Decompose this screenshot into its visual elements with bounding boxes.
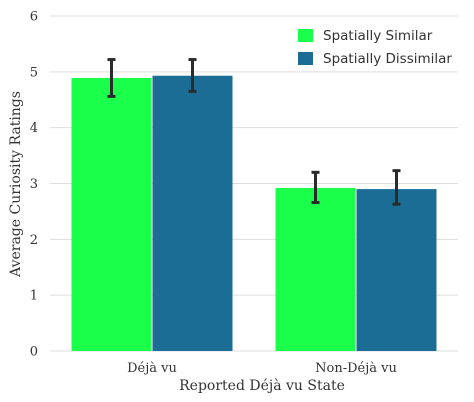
y-tick-label: 6 <box>30 10 38 25</box>
legend-label-spatially-dissimilar: Spatially Dissimilar <box>323 51 452 67</box>
y-tick-label: 1 <box>30 289 38 304</box>
y-tick-labels: 0 1 2 3 4 5 6 <box>30 10 38 360</box>
y-axis-label: Average Curiosity Ratings <box>8 91 24 278</box>
legend: Spatially Similar Spatially Dissimilar <box>298 28 452 67</box>
bar <box>152 75 233 351</box>
y-tick-label: 0 <box>30 345 38 360</box>
y-tick-label: 4 <box>30 121 38 136</box>
legend-label-spatially-similar: Spatially Similar <box>323 28 433 44</box>
error-bars <box>107 58 401 206</box>
y-tick-label: 3 <box>30 177 38 192</box>
legend-swatch-spatially-dissimilar <box>298 52 313 65</box>
bar <box>71 77 152 351</box>
y-tick-label: 5 <box>30 65 38 80</box>
x-tick-label: Non-Déjà vu <box>315 361 397 376</box>
y-tick-label: 2 <box>30 233 38 248</box>
bar <box>356 189 437 351</box>
x-axis-label: Reported Déjà vu State <box>179 377 345 394</box>
bar <box>275 187 356 351</box>
legend-swatch-spatially-similar <box>298 29 313 42</box>
x-tick-label: Déjà vu <box>127 361 177 376</box>
bars <box>71 75 437 351</box>
x-tick-labels: Déjà vu Non-Déjà vu <box>127 361 397 376</box>
